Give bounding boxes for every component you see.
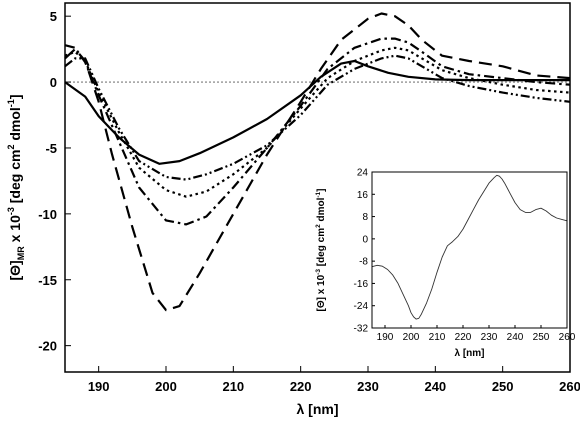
main-plot-frame: [64, 2, 571, 373]
inset-x-ticks: 190 200 210 220 230 240 250 260: [377, 325, 576, 343]
inset-y-ticks: 24 16 8 0 -8 -16 -24 -32: [354, 168, 375, 335]
inset-y-tick-label: 24: [357, 168, 369, 179]
main-x-tick-label: 250: [492, 379, 514, 394]
main-x-tick-label: 200: [155, 379, 177, 394]
main-x-tick-label: 210: [222, 379, 244, 394]
main-y-tick-label: 0: [50, 75, 57, 90]
inset-x-tick-label: 250: [533, 332, 550, 343]
inset-y-tick-label: -24: [354, 301, 369, 312]
main-series-group: [64, 12, 571, 312]
main-x-tick-label: 230: [357, 379, 379, 394]
inset-x-tick-label: 210: [429, 332, 446, 343]
main-series-5-line: [64, 54, 571, 181]
main-x-tick-label: 220: [290, 379, 312, 394]
main-series-1-line: [64, 59, 570, 165]
main-y-tick-label: -10: [38, 207, 57, 222]
main-y-tick-label: -20: [38, 339, 57, 354]
main-x-tick-label: 260: [559, 379, 580, 394]
main-x-tick-label: 240: [424, 379, 446, 394]
inset-y-axis-label: [Θ] x 10-3 [deg cm2 dmol-1]: [315, 188, 327, 311]
main-series-2-line: [64, 12, 571, 312]
main-y-tick-label: -15: [38, 273, 57, 288]
main-series-3-line: [64, 37, 571, 226]
inset-x-tick-label: 220: [455, 332, 472, 343]
main-y-tick-label: -5: [45, 141, 57, 156]
main-x-tick-label: 190: [88, 379, 110, 394]
inset-x-tick-label: 230: [481, 332, 498, 343]
inset-y-tick-label: -8: [359, 257, 368, 268]
main-x-axis-label: λ [nm]: [297, 401, 339, 417]
main-y-ticks: 5 0 -5 -10 -15 -20: [38, 9, 71, 354]
main-y-tick-label: 5: [50, 9, 57, 24]
inset-x-tick-label: 260: [559, 332, 576, 343]
inset-y-tick-label: -16: [354, 279, 369, 290]
inset-y-tick-label: 8: [362, 212, 368, 223]
inset-x-tick-label: 240: [507, 332, 524, 343]
inset-series-1-line: [371, 174, 568, 320]
inset-plot-frame: [371, 171, 568, 329]
inset-x-tick-label: 190: [377, 332, 394, 343]
inset-x-tick-label: 200: [403, 332, 420, 343]
inset-y-tick-label: 16: [357, 190, 369, 201]
main-y-axis-label: [Θ]MR x 10-3 [deg cm2 dmol-1]: [6, 95, 26, 281]
inset-y-tick-label: 0: [362, 234, 368, 245]
inset-x-axis-label: λ [nm]: [455, 348, 485, 359]
inset-series-group: [371, 174, 568, 320]
inset-y-tick-label: -32: [354, 324, 369, 335]
main-x-ticks: 190 200 210 220 230 240 250 260: [88, 366, 580, 394]
